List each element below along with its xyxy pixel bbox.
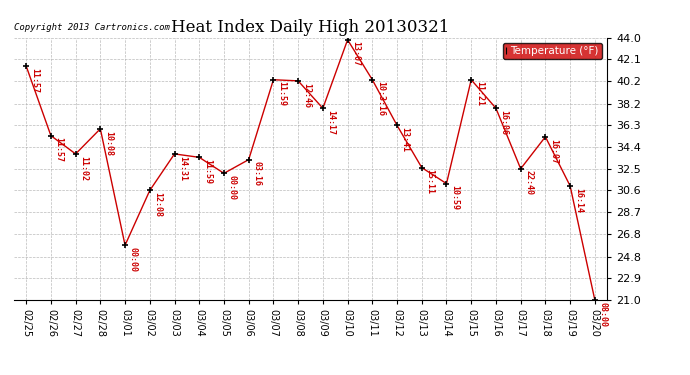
Text: 13:07: 13:07 xyxy=(351,42,360,66)
Text: 08:00: 08:00 xyxy=(598,302,608,327)
Text: 16:07: 16:07 xyxy=(549,138,558,164)
Text: 22:40: 22:40 xyxy=(524,171,533,195)
Legend: Temperature (°F): Temperature (°F) xyxy=(503,43,602,59)
Text: 03:16: 03:16 xyxy=(253,161,262,186)
Text: 11:02: 11:02 xyxy=(79,156,88,181)
Text: 16:06: 16:06 xyxy=(500,110,509,135)
Text: 11:59: 11:59 xyxy=(277,81,286,106)
Text: 13:41: 13:41 xyxy=(401,127,410,152)
Text: 11:21: 11:21 xyxy=(475,81,484,106)
Text: 12:46: 12:46 xyxy=(302,82,311,108)
Text: 14:17: 14:17 xyxy=(326,110,335,135)
Title: Heat Index Daily High 20130321: Heat Index Daily High 20130321 xyxy=(171,19,450,36)
Text: 10:08: 10:08 xyxy=(104,130,113,156)
Text: 11:59: 11:59 xyxy=(203,159,212,184)
Text: 00:00: 00:00 xyxy=(228,175,237,200)
Text: 12:08: 12:08 xyxy=(153,192,163,217)
Text: 10:3:16: 10:3:16 xyxy=(376,81,385,117)
Text: 16:14: 16:14 xyxy=(574,188,583,213)
Text: Copyright 2013 Cartronics.com: Copyright 2013 Cartronics.com xyxy=(14,23,170,32)
Text: 14:31: 14:31 xyxy=(178,156,187,181)
Text: 15:11: 15:11 xyxy=(426,170,435,194)
Text: 11:57: 11:57 xyxy=(30,68,39,93)
Text: 10:59: 10:59 xyxy=(450,185,460,210)
Text: 11:57: 11:57 xyxy=(55,137,63,162)
Text: 00:00: 00:00 xyxy=(129,247,138,272)
